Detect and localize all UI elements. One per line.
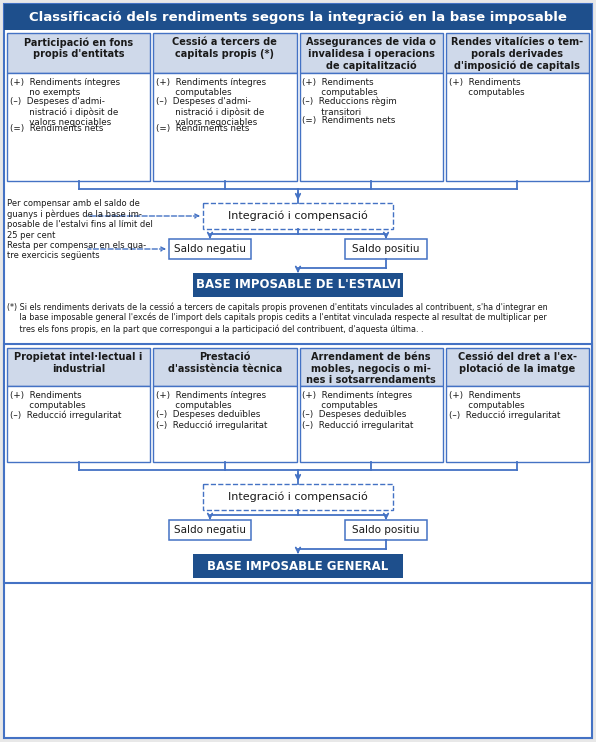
FancyBboxPatch shape <box>300 348 443 386</box>
Text: Integració i compensació: Integració i compensació <box>228 211 368 221</box>
Text: (–)  Despeses d'admi-
       nistració i dipòsit de
       valors negociables: (–) Despeses d'admi- nistració i dipòsit… <box>10 97 118 128</box>
Text: (=)  Rendiments nets: (=) Rendiments nets <box>10 125 103 134</box>
Text: Integració i compensació: Integració i compensació <box>228 492 368 502</box>
FancyBboxPatch shape <box>153 348 296 386</box>
Text: Saldo negatiu: Saldo negatiu <box>174 525 246 535</box>
FancyBboxPatch shape <box>300 33 443 73</box>
FancyBboxPatch shape <box>7 348 150 386</box>
Text: Arrendament de béns
mobles, negocis o mi-
nes i sotsarrendaments: Arrendament de béns mobles, negocis o mi… <box>306 352 436 385</box>
Text: (–)  Despeses deduïbles: (–) Despeses deduïbles <box>156 410 260 419</box>
Text: (*) Si els rendiments derivats de la cessió a tercers de capitals propis provene: (*) Si els rendiments derivats de la ces… <box>7 302 548 333</box>
Text: Rendes vitalícies o tem-
porals derivades
d'imposició de capitals: Rendes vitalícies o tem- porals derivade… <box>451 37 583 70</box>
Text: (+)  Rendiments íntegres
       computables: (+) Rendiments íntegres computables <box>303 391 412 410</box>
FancyBboxPatch shape <box>446 33 589 73</box>
Text: Cessió a tercers de
capitals propis (*): Cessió a tercers de capitals propis (*) <box>172 37 277 59</box>
Text: Per compensar amb el saldo de
guanys i pèrdues de la base im-
posable de l'estal: Per compensar amb el saldo de guanys i p… <box>7 199 153 240</box>
Text: (–)  Despeses d'admi-
       nistració i dipòsit de
       valors negociables: (–) Despeses d'admi- nistració i dipòsit… <box>156 97 265 128</box>
Text: (–)  Reducció irregularitat: (–) Reducció irregularitat <box>449 410 560 419</box>
FancyBboxPatch shape <box>193 554 403 578</box>
FancyBboxPatch shape <box>7 386 150 462</box>
FancyBboxPatch shape <box>203 484 393 510</box>
Text: Assegurances de vida o
invalidesa i operacions
de capitalització: Assegurances de vida o invalidesa i oper… <box>306 37 436 70</box>
FancyBboxPatch shape <box>345 239 427 259</box>
Text: Propietat intel·lectual i
industrial: Propietat intel·lectual i industrial <box>14 352 143 374</box>
Text: BASE IMPOSABLE GENERAL: BASE IMPOSABLE GENERAL <box>207 559 389 573</box>
Text: Saldo positiu: Saldo positiu <box>352 525 420 535</box>
FancyBboxPatch shape <box>169 239 251 259</box>
Text: (+)  Rendiments
       computables: (+) Rendiments computables <box>10 391 86 410</box>
Text: (=)  Rendiments nets: (=) Rendiments nets <box>156 125 250 134</box>
Text: (–)  Reducció irregularitat: (–) Reducció irregularitat <box>10 410 122 419</box>
Text: (–)  Reducció irregularitat: (–) Reducció irregularitat <box>156 421 268 430</box>
FancyBboxPatch shape <box>4 4 592 30</box>
FancyBboxPatch shape <box>300 386 443 462</box>
Text: BASE IMPOSABLE DE L'ESTALVI: BASE IMPOSABLE DE L'ESTALVI <box>195 278 401 292</box>
Text: Prestació
d'assistència tècnica: Prestació d'assistència tècnica <box>167 352 282 374</box>
FancyBboxPatch shape <box>446 386 589 462</box>
FancyBboxPatch shape <box>169 520 251 540</box>
Text: Saldo negatiu: Saldo negatiu <box>174 244 246 254</box>
Text: (+)  Rendiments íntegres
       no exempts: (+) Rendiments íntegres no exempts <box>10 78 120 97</box>
Text: (+)  Rendiments
       computables: (+) Rendiments computables <box>449 78 524 97</box>
Text: Classificació dels rendiments segons la integració en la base imposable: Classificació dels rendiments segons la … <box>29 10 567 24</box>
Text: (+)  Rendiments íntegres
       computables: (+) Rendiments íntegres computables <box>156 78 266 97</box>
Text: (–)  Despeses deduïbles: (–) Despeses deduïbles <box>303 410 407 419</box>
Text: (+)  Rendiments íntegres
       computables: (+) Rendiments íntegres computables <box>156 391 266 410</box>
FancyBboxPatch shape <box>153 386 296 462</box>
Text: Cessió del dret a l'ex-
plotació de la imatge: Cessió del dret a l'ex- plotació de la i… <box>458 352 577 374</box>
Text: (–)  Reducció irregularitat: (–) Reducció irregularitat <box>303 421 414 430</box>
FancyBboxPatch shape <box>153 33 296 73</box>
FancyBboxPatch shape <box>153 73 296 181</box>
Text: Saldo positiu: Saldo positiu <box>352 244 420 254</box>
FancyBboxPatch shape <box>345 520 427 540</box>
FancyBboxPatch shape <box>7 33 150 73</box>
FancyBboxPatch shape <box>203 203 393 229</box>
FancyBboxPatch shape <box>4 4 592 738</box>
Text: (+)  Rendiments
       computables: (+) Rendiments computables <box>303 78 378 97</box>
FancyBboxPatch shape <box>446 73 589 181</box>
FancyBboxPatch shape <box>7 73 150 181</box>
Text: Resta per compensar en els qua-
tre exercicis següents: Resta per compensar en els qua- tre exer… <box>7 241 146 260</box>
FancyBboxPatch shape <box>300 73 443 181</box>
FancyBboxPatch shape <box>193 273 403 297</box>
FancyBboxPatch shape <box>446 348 589 386</box>
Text: (=)  Rendiments nets: (=) Rendiments nets <box>303 116 396 125</box>
FancyBboxPatch shape <box>4 344 592 583</box>
Text: (+)  Rendiments
       computables: (+) Rendiments computables <box>449 391 524 410</box>
Text: (–)  Reduccions règim
       transitori: (–) Reduccions règim transitori <box>303 97 398 117</box>
Text: Participació en fons
propis d'entitats: Participació en fons propis d'entitats <box>24 37 133 59</box>
